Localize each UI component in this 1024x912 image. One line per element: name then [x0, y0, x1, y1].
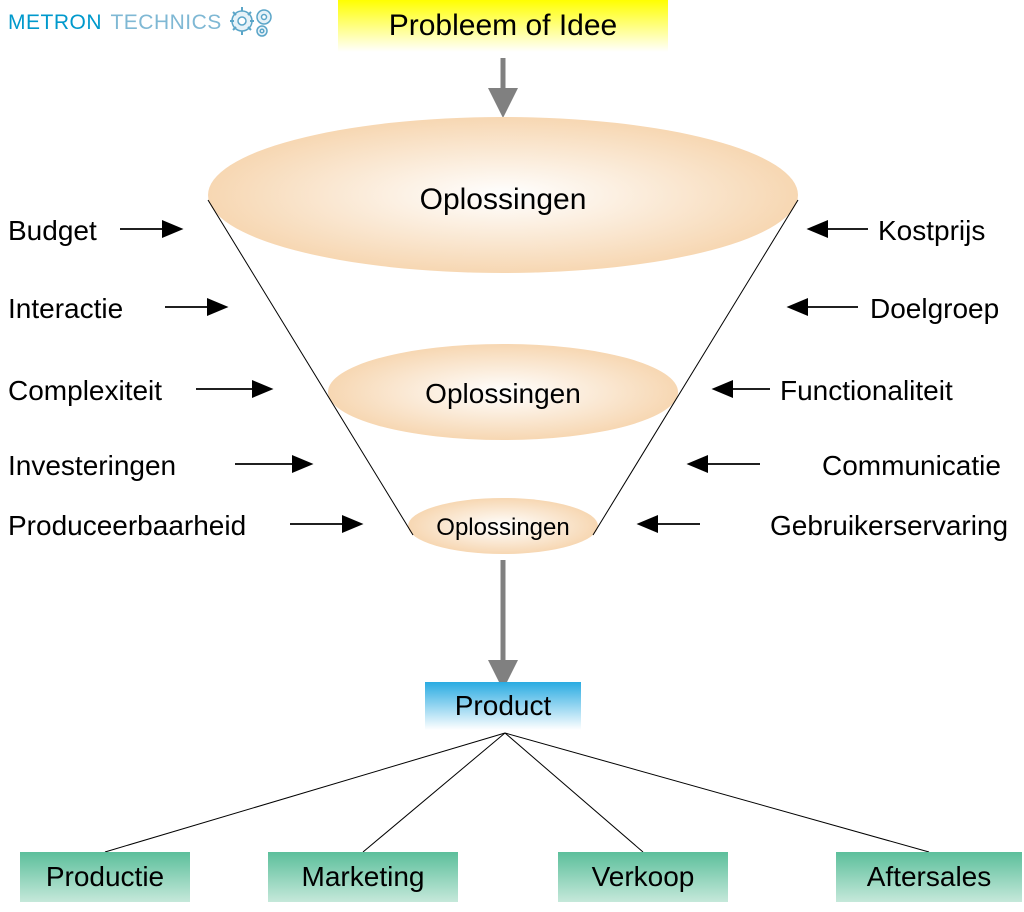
output-box-2: Verkoop — [558, 852, 728, 902]
left-input-2: Complexiteit — [8, 375, 162, 407]
output-box-3: Aftersales — [836, 852, 1022, 902]
left-input-3: Investeringen — [8, 450, 176, 482]
right-input-3: Communicatie — [822, 450, 1001, 482]
header-box: Probleem of Idee — [338, 0, 668, 52]
diagram-canvas: METRON TECHNICS — [0, 0, 1024, 912]
output-label-2: Verkoop — [592, 861, 695, 893]
left-input-0: Budget — [8, 215, 97, 247]
right-input-1: Doelgroep — [870, 293, 999, 325]
output-label-3: Aftersales — [867, 861, 992, 893]
header-label: Probleem of Idee — [389, 9, 617, 43]
funnel-label-top: Oplossingen — [420, 183, 587, 217]
funnel-label-mid: Oplossingen — [425, 378, 581, 410]
product-box: Product — [425, 682, 581, 730]
right-input-4: Gebruikerservaring — [770, 510, 1008, 542]
funnel-label-bot: Oplossingen — [436, 514, 569, 542]
output-box-1: Marketing — [268, 852, 458, 902]
right-input-0: Kostprijs — [878, 215, 985, 247]
output-label-0: Productie — [46, 861, 164, 893]
left-input-4: Produceerbaarheid — [8, 510, 246, 542]
product-label: Product — [455, 690, 552, 722]
right-input-2: Functionaliteit — [780, 375, 953, 407]
output-label-1: Marketing — [302, 861, 425, 893]
output-box-0: Productie — [20, 852, 190, 902]
left-input-1: Interactie — [8, 293, 123, 325]
